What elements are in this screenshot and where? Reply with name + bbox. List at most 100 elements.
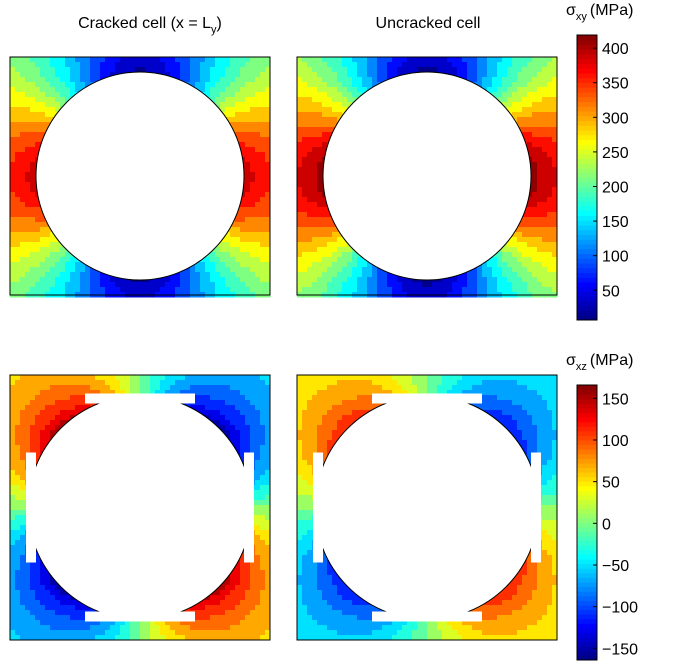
field-cell: [312, 162, 318, 168]
field-cell: [532, 87, 538, 93]
field-cell: [10, 237, 16, 243]
field-cell: [235, 410, 241, 416]
field-cell: [297, 172, 303, 178]
field-cell: [517, 242, 523, 248]
field-cell: [332, 272, 338, 278]
field-cell: [125, 385, 131, 391]
field-cell: [542, 147, 548, 153]
field-cell: [235, 420, 241, 426]
field-cell: [10, 257, 16, 263]
field-cell: [195, 57, 201, 63]
field-cell: [337, 77, 343, 83]
field-cell: [482, 262, 488, 268]
field-cell: [165, 67, 171, 73]
field-cell: [190, 77, 196, 83]
field-cell: [477, 77, 483, 83]
field-cell: [260, 380, 266, 386]
field-cell: [35, 575, 41, 581]
field-cell: [230, 585, 236, 591]
field-cell: [185, 77, 191, 83]
field-cell: [552, 575, 558, 581]
field-cell: [322, 405, 328, 411]
field-cell: [35, 222, 41, 228]
field-cell: [175, 625, 181, 631]
field-cell: [342, 405, 348, 411]
field-cell: [200, 385, 206, 391]
field-cell: [317, 410, 323, 416]
field-cell: [20, 485, 26, 491]
field-cell: [347, 282, 353, 288]
field-cell: [265, 157, 271, 163]
field-cell: [447, 375, 453, 381]
field-cell: [422, 635, 428, 641]
field-cell: [307, 212, 313, 218]
field-cell: [40, 127, 46, 133]
field-cell: [215, 590, 221, 596]
field-cell: [80, 57, 86, 63]
field-cell: [312, 77, 318, 83]
field-cell: [522, 605, 528, 611]
field-cell: [312, 62, 318, 68]
field-cell: [245, 102, 251, 108]
field-cell: [297, 132, 303, 138]
field-cell: [75, 282, 81, 288]
field-cell: [307, 222, 313, 228]
field-cell: [517, 282, 523, 288]
field-cell: [40, 410, 46, 416]
field-cell: [552, 207, 558, 213]
field-cell: [532, 380, 538, 386]
field-cell: [357, 257, 363, 263]
field-cell: [60, 262, 66, 268]
field-cell: [160, 630, 166, 636]
field-cell: [532, 227, 538, 233]
field-cell: [30, 72, 36, 78]
field-cell: [522, 590, 528, 596]
field-cell: [322, 580, 328, 586]
field-cell: [200, 390, 206, 396]
field-cell: [120, 380, 126, 386]
field-cell: [332, 252, 338, 258]
field-cell: [302, 247, 308, 253]
field-cell: [65, 595, 71, 601]
field-cell: [75, 57, 81, 63]
field-cell: [15, 530, 21, 536]
field-cell: [70, 405, 76, 411]
field-cell: [542, 182, 548, 188]
field-cell: [322, 272, 328, 278]
field-cell: [452, 67, 458, 73]
field-cell: [225, 262, 231, 268]
field-cell: [487, 287, 493, 293]
field-cell: [532, 152, 538, 158]
field-cell: [260, 475, 266, 481]
field-cell: [312, 152, 318, 158]
field-cell: [75, 385, 81, 391]
field-cell: [312, 197, 318, 203]
field-cell: [50, 287, 56, 293]
field-cell: [327, 630, 333, 636]
field-cell: [492, 57, 498, 63]
field-cell: [547, 515, 553, 521]
field-cell: [527, 455, 533, 461]
field-cell: [200, 605, 206, 611]
field-cell: [20, 625, 26, 631]
field-cell: [322, 282, 328, 288]
field-cell: [547, 630, 553, 636]
field-cell: [462, 72, 468, 78]
field-cell: [265, 267, 271, 273]
field-cell: [25, 207, 31, 213]
field-cell: [40, 625, 46, 631]
field-cell: [60, 97, 66, 103]
field-cell: [20, 540, 26, 546]
field-cell: [10, 590, 16, 596]
field-cell: [195, 390, 201, 396]
field-cell: [230, 102, 236, 108]
field-cell: [317, 242, 323, 248]
field-cell: [317, 375, 323, 381]
field-cell: [432, 625, 438, 631]
field-cell: [317, 192, 323, 198]
field-cell: [265, 187, 271, 193]
field-cell: [255, 147, 261, 153]
field-cell: [265, 152, 271, 158]
field-cell: [532, 107, 538, 113]
field-cell: [342, 410, 348, 416]
